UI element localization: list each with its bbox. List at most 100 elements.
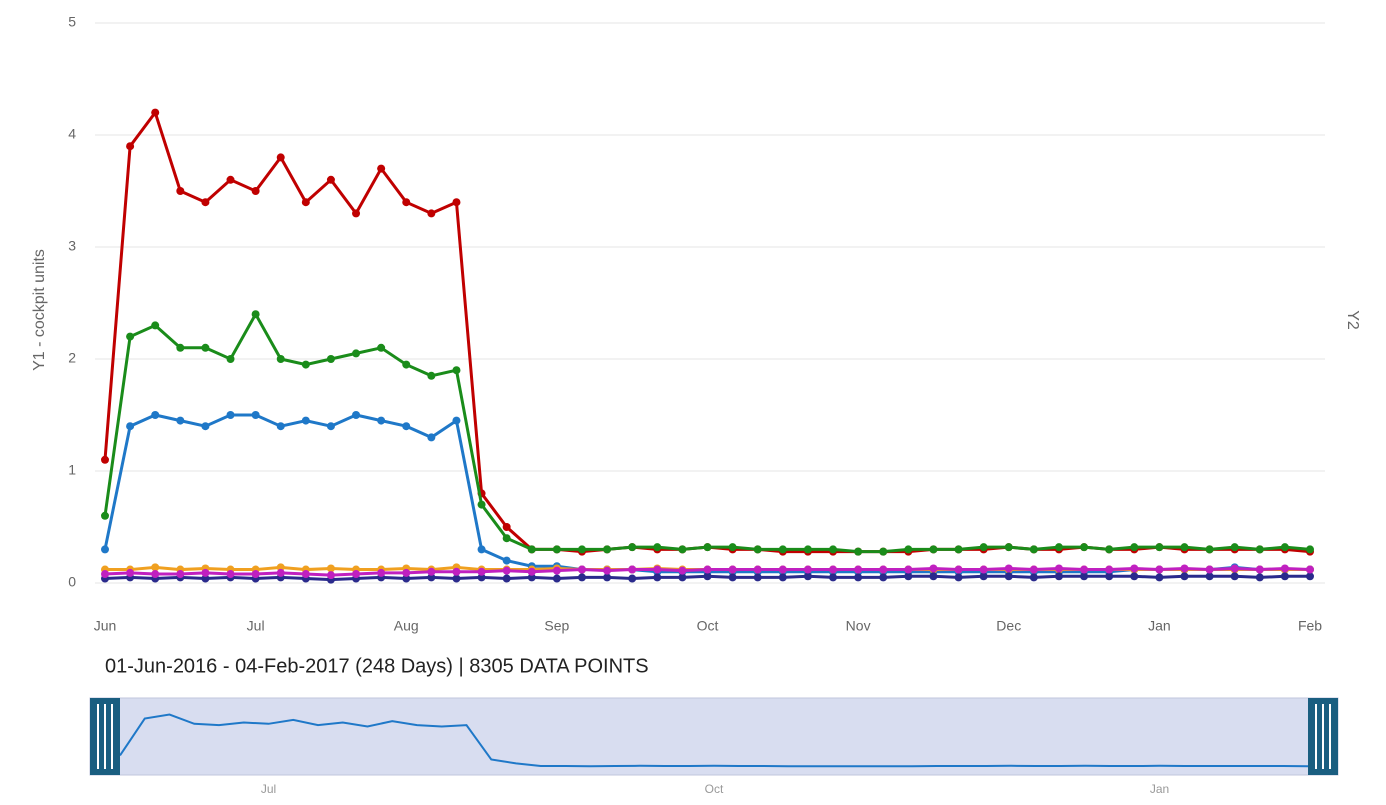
series-point [979,543,988,552]
series-point [954,545,963,554]
series-point [628,543,637,552]
y-tick-label: 2 [68,350,76,366]
series-point [854,547,863,556]
series-point [678,573,687,582]
series-point [728,565,737,574]
series-point [778,545,787,554]
series-point [1180,543,1189,552]
series-point [1155,573,1164,582]
series-point [703,565,712,574]
series-point [377,343,386,352]
series-point [728,543,737,552]
series-point [251,411,260,419]
series-point [477,573,486,582]
series-point [201,574,210,583]
series-point [628,574,637,583]
series-point [276,422,285,431]
navigator [89,697,1339,776]
series-point [603,573,612,582]
series-point [176,570,185,579]
series-point [201,198,210,207]
series-point [477,545,486,554]
series-point [1230,572,1239,581]
series-point [226,355,235,363]
series-point [151,563,160,572]
series-point [1130,564,1139,573]
series-point [427,567,436,576]
series-point [1180,564,1189,573]
series-point [326,422,335,431]
series-point [427,573,436,582]
x-tick-label: Jun [94,618,117,634]
series-point [226,175,235,184]
series-point [753,573,762,582]
series-point [427,371,436,380]
series-point [1029,565,1038,574]
series-point [1155,543,1164,552]
series-point [778,565,787,574]
series-point [502,556,511,565]
series-point [226,570,235,579]
series-point [1105,545,1114,554]
series-point [577,573,586,582]
series-point [703,543,712,552]
series-point [577,565,586,574]
series-point [402,568,411,577]
x-tick-label: Jan [1148,618,1171,634]
series-point [1155,565,1164,574]
series-point [251,570,260,579]
navigator-line [119,713,1309,768]
navigator-tick-label: Jan [1150,782,1169,796]
navigator-handles[interactable] [90,698,1338,775]
series-point [1004,572,1013,581]
series-point [452,574,461,583]
series-point [477,500,486,509]
series-point [1205,545,1214,554]
series-point [829,545,838,554]
series-point [527,545,536,554]
series-point [126,142,135,151]
series-point [904,565,913,574]
series-point [1004,543,1013,552]
series-point [452,366,461,375]
series-point [101,455,109,464]
series-point [979,565,988,574]
series-point [226,411,235,419]
series-point [176,343,185,352]
series-point [753,545,762,554]
series-point [101,511,109,520]
series-point [803,545,812,554]
series-point [101,570,109,579]
series-point [1205,565,1214,574]
series-point [1255,573,1264,582]
series-point [201,422,210,431]
series-point [301,360,310,369]
x-tick-label: Sep [544,618,569,634]
y-tick-label: 3 [68,238,76,254]
series-point [377,164,386,173]
series-point [477,567,486,576]
series-point [1080,543,1089,552]
series-point [276,563,285,572]
series-point [126,422,135,431]
x-tick-label: Dec [996,618,1021,634]
y-tick-label: 5 [68,14,76,30]
series-point [954,573,963,582]
series-point [276,355,285,363]
series-point [1255,565,1264,574]
series-point [101,545,109,554]
series-point [452,567,461,576]
series-point [276,568,285,577]
series-point [251,310,260,319]
series-point [603,545,612,554]
series-point [1280,572,1289,581]
series-point [1205,572,1214,581]
y2-axis-label: Y2 [1344,310,1361,330]
x-tick-label: Oct [697,618,719,634]
series-point [527,573,536,582]
x-tick-label: Aug [394,618,419,634]
series-point [1004,564,1013,573]
series-point [1130,572,1139,581]
series-point [427,433,436,442]
series-point [552,566,561,575]
